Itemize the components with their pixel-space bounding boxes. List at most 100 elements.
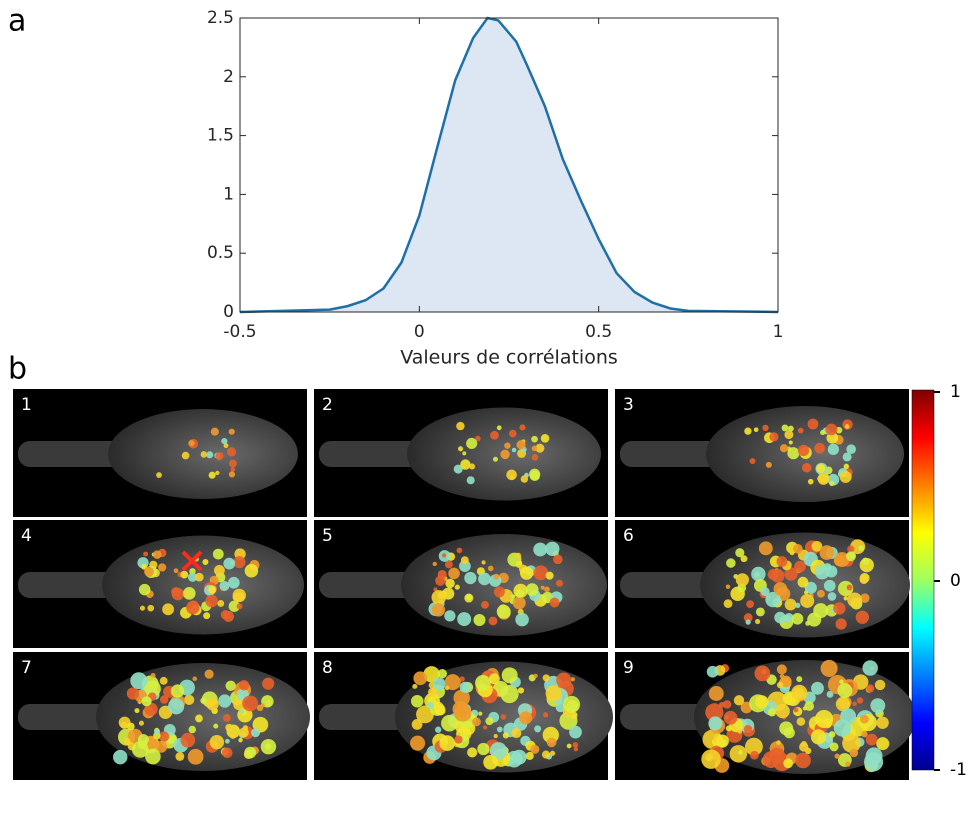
- activity-blob: [735, 548, 745, 558]
- activity-blob: [751, 566, 766, 582]
- activity-blob: [797, 427, 804, 434]
- activity-blob: [863, 752, 884, 772]
- activity-blob: [839, 470, 852, 483]
- activity-blob: [466, 476, 475, 485]
- activity-blob: [804, 590, 809, 595]
- activity-blob: [840, 708, 857, 725]
- activity-blob: [500, 449, 510, 460]
- activity-blob: [573, 746, 579, 752]
- activity-blob: [159, 695, 169, 704]
- line: [239, 16, 779, 314]
- activity-blob: [555, 579, 563, 587]
- y-tick-label: 0.5: [207, 243, 234, 263]
- activity-blob: [158, 563, 167, 572]
- activity-blob: [749, 458, 756, 464]
- activity-blob: [533, 673, 538, 678]
- activity-blob: [208, 471, 216, 479]
- activity-blob: [760, 587, 770, 597]
- activity-blob: [260, 703, 265, 708]
- activity-blob: [453, 464, 463, 474]
- activity-blob: [492, 456, 498, 462]
- activity-blob: [460, 459, 471, 470]
- activity-blob: [437, 569, 447, 580]
- activity-blob: [466, 594, 473, 601]
- activity-blob: [779, 721, 794, 736]
- activity-blob: [816, 463, 826, 473]
- activity-blob: [456, 421, 465, 431]
- activity-blob: [540, 585, 545, 590]
- activity-blob: [820, 659, 838, 677]
- y-tick-label: 0: [223, 302, 234, 322]
- activity-blob: [745, 619, 751, 625]
- activity-blob: [156, 472, 162, 478]
- x-tick-label: 1: [773, 322, 784, 342]
- activity-blob: [810, 729, 827, 745]
- activity-blob: [705, 703, 724, 722]
- activity-blob: [744, 427, 752, 435]
- activity-blob: [137, 740, 147, 749]
- activity-blob: [143, 551, 149, 557]
- activity-blob: [123, 738, 131, 745]
- activity-blob: [181, 451, 190, 460]
- activity-blob: [708, 716, 723, 731]
- axes-box: [239, 17, 779, 313]
- activity-blob: [701, 749, 721, 769]
- activity-blob: [488, 673, 500, 685]
- activity-blob: [228, 471, 236, 478]
- activity-blob: [173, 568, 179, 574]
- area: [240, 18, 778, 312]
- activity-blob: [517, 687, 525, 694]
- activity-blob: [251, 728, 260, 738]
- activity-blob: [134, 708, 140, 714]
- activity-blob: [781, 424, 789, 432]
- activity-blob: [215, 452, 224, 461]
- activity-blob: [726, 558, 736, 568]
- activity-blob: [817, 473, 830, 485]
- activity-blob: [516, 440, 526, 450]
- activity-blob: [835, 426, 843, 434]
- activity-blob: [464, 571, 477, 585]
- activity-blob: [769, 432, 779, 442]
- activity-blob: [141, 696, 152, 707]
- activity-blob: [493, 573, 500, 580]
- activity-blob: [496, 726, 503, 733]
- activity-blob: [112, 749, 128, 765]
- activity-blob: [228, 600, 240, 612]
- activity-blob: [789, 550, 795, 556]
- activity-blob: [471, 717, 481, 727]
- activity-blob: [852, 701, 857, 707]
- activity-blob: [212, 548, 224, 560]
- activity-blob: [776, 681, 784, 689]
- activity-blob: [815, 709, 834, 729]
- activity-blob: [519, 424, 526, 431]
- activity-blob: [412, 683, 418, 689]
- activity-blob: [183, 591, 189, 596]
- activity-blob: [175, 752, 185, 761]
- activity-blob: [168, 698, 185, 715]
- activity-blob: [811, 681, 824, 695]
- activity-blob: [750, 750, 759, 760]
- activity-blob: [846, 444, 857, 455]
- image-label: 4: [21, 526, 32, 546]
- activity-blob: [795, 602, 801, 608]
- activity-blob: [534, 725, 542, 733]
- image-grid: 1 2 3 4 5 6 7 8 9: [13, 389, 916, 780]
- activity-blob: [533, 565, 549, 581]
- activity-blob: [155, 740, 168, 753]
- activity-blob: [738, 750, 743, 755]
- activity-blob: [562, 695, 581, 713]
- activity-blob: [233, 698, 246, 711]
- activity-blob: [483, 725, 488, 730]
- activity-blob: [441, 553, 447, 558]
- activity-blob: [787, 425, 794, 432]
- activity-blob: [444, 674, 461, 691]
- activity-blob: [784, 613, 794, 623]
- activity-blob: [457, 446, 464, 452]
- activity-blob: [240, 709, 245, 714]
- activity-blob: [530, 744, 540, 754]
- image-label: 8: [322, 658, 333, 678]
- activity-blob: [264, 743, 272, 750]
- colorbar-tick-label: 0: [950, 571, 961, 591]
- activity-blob: [144, 680, 161, 698]
